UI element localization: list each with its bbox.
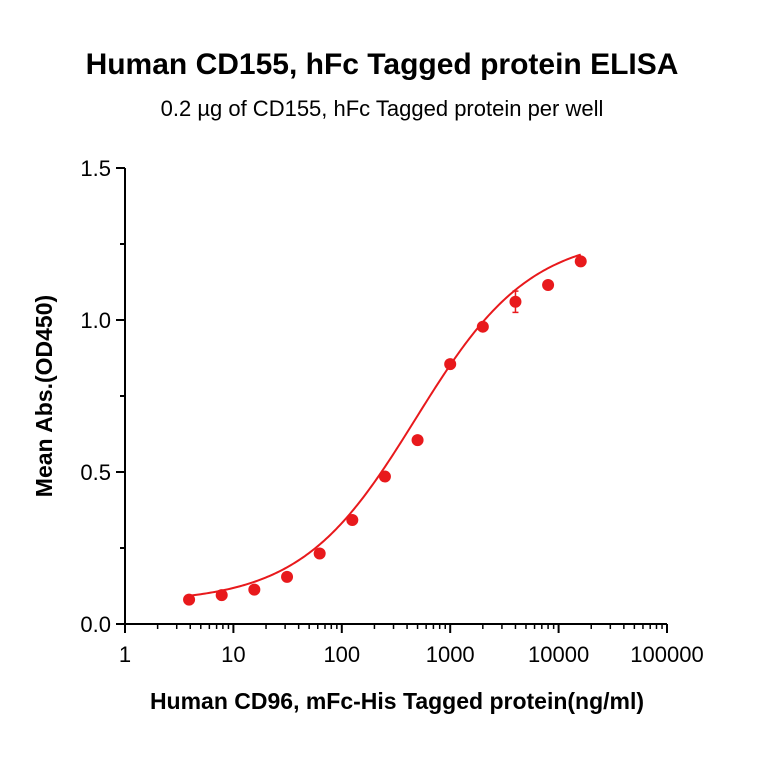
x-tick-label: 1000 — [426, 642, 475, 667]
x-axis-title: Human CD96, mFc-His Tagged protein(ng/ml… — [150, 688, 644, 714]
y-axis-title: Mean Abs.(OD450) — [31, 295, 57, 497]
data-point — [411, 434, 424, 447]
data-point — [346, 514, 359, 527]
data-point — [378, 470, 391, 483]
y-tick-label: 0.0 — [80, 612, 111, 637]
data-point — [281, 570, 294, 583]
x-tick-label: 1 — [119, 642, 131, 667]
x-tick-label: 10000 — [528, 642, 589, 667]
chart-title: Human CD155, hFc Tagged protein ELISA — [85, 48, 679, 81]
fit-curve-group — [188, 253, 582, 597]
data-point — [183, 593, 196, 606]
data-point — [444, 358, 457, 371]
x-tick-label: 10 — [221, 642, 245, 667]
x-tick-label: 100 — [323, 642, 360, 667]
axes-group: 0.0 0.5 1.0 1.5 1 10 100 1000 10000 100000 — [80, 156, 703, 667]
data-point — [509, 295, 522, 308]
data-point — [215, 589, 228, 602]
y-tick-label: 0.5 — [80, 460, 111, 485]
data-point — [542, 279, 555, 292]
data-point — [574, 255, 587, 268]
data-point — [476, 320, 489, 333]
chart-subtitle: 0.2 µg of CD155, hFc Tagged protein per … — [160, 96, 604, 121]
data-point — [248, 583, 261, 596]
y-tick-label: 1.5 — [80, 156, 111, 181]
fit-curve-line — [188, 253, 582, 597]
y-tick-label: 1.0 — [80, 308, 111, 333]
data-points-group — [183, 255, 587, 606]
x-tick-label: 100000 — [630, 642, 703, 667]
data-point — [313, 547, 326, 560]
